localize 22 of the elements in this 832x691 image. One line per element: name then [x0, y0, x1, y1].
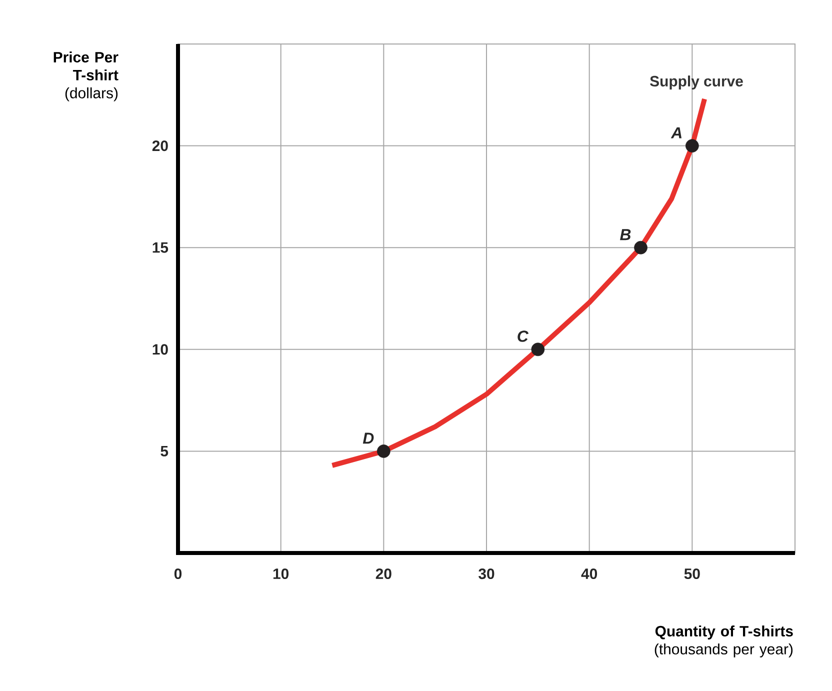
y-tick-label: 15 [152, 242, 168, 253]
line-series [330, 96, 707, 468]
point [531, 342, 545, 356]
y-axis-title: Price Per T-shirt (dollars) [54, 52, 118, 102]
x-tick-label: 10 [273, 568, 289, 580]
x-tick-label: 50 [684, 568, 700, 580]
point [685, 139, 699, 152]
x-tick-label: 40 [581, 568, 598, 580]
x-tick-label: 0 [174, 568, 182, 580]
y-tick-label: 20 [152, 140, 168, 152]
annotation: A [670, 127, 682, 138]
annotation: D [362, 432, 374, 444]
point [376, 444, 390, 458]
annotation: C [518, 330, 529, 342]
x-tick-label: 30 [478, 568, 494, 580]
point [634, 240, 648, 254]
y-tick-label: 10 [152, 344, 168, 355]
y-tick-label: 5 [160, 446, 168, 456]
annotation: B [620, 229, 631, 240]
x-axis-title: Quantity of T-shirts (thousands per year) [654, 626, 793, 658]
annotation: Supply curve [650, 76, 743, 90]
x-tick-label: 20 [376, 568, 392, 580]
